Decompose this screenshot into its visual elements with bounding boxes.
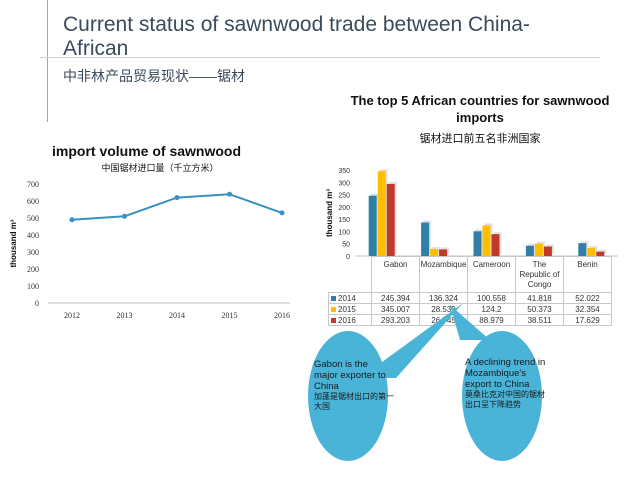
callout-mozambique: A declining trend in Mozambique's export… <box>465 357 547 410</box>
callout-gabon: Gabon is the major exporter to China 加蓬是… <box>314 359 394 412</box>
data-table-category: Benin <box>563 256 612 293</box>
bar-2014-3 <box>525 245 534 256</box>
bar-chart-y-tick-label: 50 <box>342 242 350 249</box>
bar-2015-0 <box>377 171 386 256</box>
bar-chart-y-tick-label: 350 <box>338 168 350 175</box>
line-chart-title: import volume of sawnwood <box>52 143 242 159</box>
bar-2015-1 <box>430 248 439 256</box>
bar-2015-2 <box>482 225 491 256</box>
line-chart-x-tick-label: 2014 <box>169 311 185 320</box>
line-chart-y-tick-label: 500 <box>27 214 39 223</box>
line-chart-y-tick-label: 700 <box>27 180 39 189</box>
callout-mozambique-shape <box>462 331 542 461</box>
line-chart: 中国锯材进口量（千立方米） 0 100 200 300 400 500 600 700 thous… <box>9 162 290 320</box>
bar-2014-1 <box>421 222 430 256</box>
bar-2014-4 <box>578 243 587 256</box>
data-table-row: 2015 345.007 28.539 124.2 50.373 32.354 <box>328 303 612 315</box>
callout-mozambique-text: A declining trend in Mozambique's export… <box>465 357 546 390</box>
line-chart-y-tick-label: 0 <box>35 299 39 308</box>
bar-2015-3 <box>534 243 543 256</box>
bar-2016-2 <box>491 234 500 256</box>
callout-gabon-pointer <box>360 303 463 378</box>
legend-label: 2015 <box>338 304 356 314</box>
bar-2015-4 <box>587 248 596 256</box>
bar-2016-0 <box>386 183 395 256</box>
callout-gabon-bubble <box>308 303 463 461</box>
callout-gabon-shape <box>308 331 388 461</box>
bar-2014-0 <box>368 195 377 256</box>
bar-chart-y-tick-label: 150 <box>338 217 350 224</box>
line-chart-y-tick-label: 300 <box>27 248 39 257</box>
data-table-series-label: 2016 <box>328 314 372 326</box>
slide-subtitle: 中非林产品贸易现状——锯材 <box>63 68 245 84</box>
data-table-value: 17.629 <box>563 314 612 326</box>
line-chart-x-tick-label: 2015 <box>222 311 238 320</box>
callout-mozambique-text-cn: 莫桑比克对中国的锯材出口呈下降趋势 <box>465 390 545 409</box>
data-table-corner <box>328 256 372 293</box>
line-chart-y-tick-label: 200 <box>27 265 39 274</box>
legend-swatch <box>331 295 336 301</box>
bar-2016-3 <box>543 246 552 256</box>
bar-2014-2 <box>473 231 482 256</box>
legend-label: 2016 <box>338 315 356 325</box>
bar-chart-title: The top 5 African countries for sawnwood… <box>350 93 610 125</box>
data-table-header-row: Gabon Mozambique Cameroon The Republic of C… <box>328 256 612 293</box>
bar-2016-4 <box>596 251 605 256</box>
bar-chart-y-tick-label: 300 <box>338 180 350 187</box>
bar-chart-y-tick-label: 200 <box>338 205 350 212</box>
line-chart-y-tick-label: 400 <box>27 231 39 240</box>
bar-chart-y-axis-label: thousand m³ <box>325 189 334 237</box>
line-chart-point <box>122 213 127 219</box>
line-chart-y-tick-label: 600 <box>27 197 39 206</box>
data-table-value: 293.203 <box>371 314 420 326</box>
bar-chart-data-table: Gabon Mozambique Cameroon The Republic of C… <box>328 256 612 326</box>
line-chart-point <box>227 191 232 197</box>
callout-gabon-text: Gabon is the major exporter to China <box>314 359 386 392</box>
callout-mozambique-bubble <box>450 305 542 461</box>
line-chart-x-tick-label: 2016 <box>274 311 290 320</box>
bar-chart-y-tick-label: 100 <box>338 229 350 236</box>
bar-chart-subtitle: 锯材进口前五名非洲国家 <box>419 133 541 145</box>
line-chart-y-axis-label: thousand m³ <box>9 219 18 267</box>
data-table-category: Gabon <box>371 256 420 293</box>
decorative-horizontal-line <box>40 57 600 58</box>
line-chart-point <box>279 210 285 216</box>
callout-gabon-text-cn: 加蓬是锯材出口的第一大国 <box>314 392 394 411</box>
line-chart-point <box>174 195 180 201</box>
line-chart-y-tick-label: 100 <box>27 282 39 291</box>
decorative-vertical-line <box>47 0 48 122</box>
data-table-category: The Republic of Congo <box>515 256 564 293</box>
slide-title: Current status of sawnwood trade between… <box>63 13 530 60</box>
data-table-category: Cameroon <box>467 256 516 293</box>
line-chart-subtitle: 中国锯材进口量（千立方米） <box>101 162 218 173</box>
legend-swatch <box>331 317 336 323</box>
bar-chart-y-tick-label: 250 <box>338 193 350 200</box>
line-chart-point <box>69 217 75 223</box>
line-chart-x-tick-label: 2013 <box>117 311 133 320</box>
data-table-category: Mozambique <box>419 256 468 293</box>
line-chart-x-tick-label: 2012 <box>64 311 80 320</box>
bar-2016-1 <box>439 249 448 256</box>
legend-swatch <box>331 306 336 312</box>
legend-label: 2014 <box>338 293 356 303</box>
callout-mozambique-pointer <box>450 305 490 340</box>
